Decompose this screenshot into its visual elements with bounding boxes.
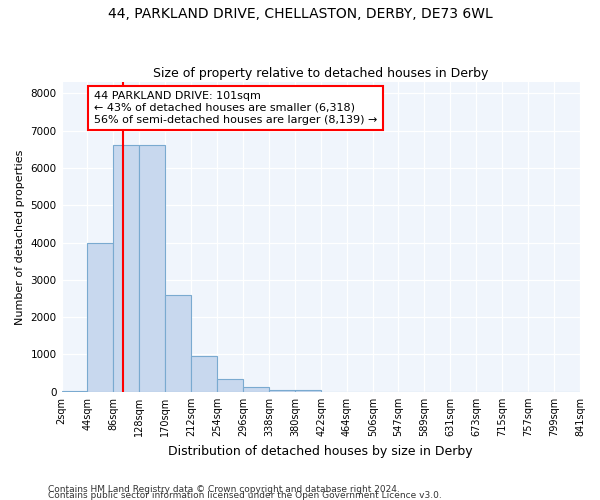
Text: 44 PARKLAND DRIVE: 101sqm
← 43% of detached houses are smaller (6,318)
56% of se: 44 PARKLAND DRIVE: 101sqm ← 43% of detac… (94, 92, 377, 124)
Text: Contains HM Land Registry data © Crown copyright and database right 2024.: Contains HM Land Registry data © Crown c… (48, 485, 400, 494)
Bar (113, 146, 139, 392)
X-axis label: Distribution of detached houses by size in Derby: Distribution of detached houses by size … (169, 444, 473, 458)
Y-axis label: Number of detached properties: Number of detached properties (15, 149, 25, 324)
Bar (62, 390, 88, 392)
Bar (269, 390, 295, 392)
Bar (191, 356, 217, 392)
Text: Contains public sector information licensed under the Open Government Licence v3: Contains public sector information licen… (48, 491, 442, 500)
Bar (88, 242, 113, 392)
Bar (217, 380, 243, 392)
Bar (166, 295, 191, 392)
Title: Size of property relative to detached houses in Derby: Size of property relative to detached ho… (153, 66, 488, 80)
Bar (139, 146, 166, 392)
Text: 44, PARKLAND DRIVE, CHELLASTON, DERBY, DE73 6WL: 44, PARKLAND DRIVE, CHELLASTON, DERBY, D… (107, 8, 493, 22)
Bar (295, 390, 321, 392)
Bar (243, 387, 269, 392)
